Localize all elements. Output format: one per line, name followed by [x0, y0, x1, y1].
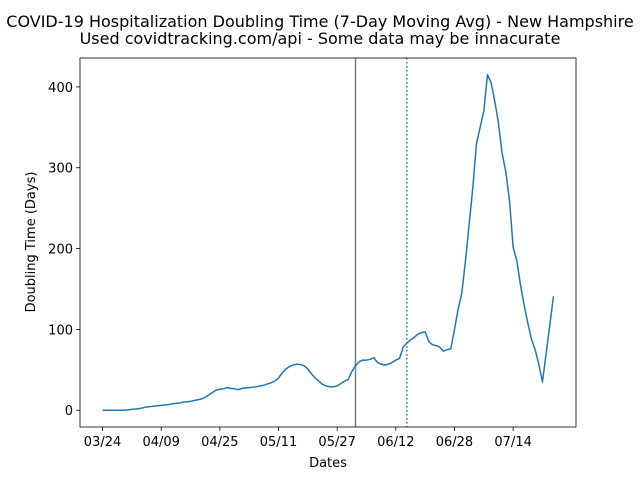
data-line — [102, 74, 555, 411]
x-tick-label: 03/24 — [84, 435, 121, 450]
x-tick-label: 07/14 — [494, 435, 531, 450]
y-tick-label: 300 — [48, 162, 73, 177]
plot-frame — [79, 57, 577, 428]
x-axis-label: Dates — [309, 456, 347, 471]
chart-subtitle: Used covidtracking.com/api - Some data m… — [80, 29, 561, 48]
y-tick-label: 400 — [48, 81, 73, 96]
x-tick-label: 05/27 — [318, 435, 355, 450]
x-tick-label: 04/25 — [201, 435, 238, 450]
x-tick-label: 06/28 — [436, 435, 473, 450]
y-tick-label: 100 — [48, 323, 73, 338]
x-tick-label: 06/12 — [377, 435, 414, 450]
x-tick-label: 04/09 — [142, 435, 179, 450]
y-tick-label: 0 — [65, 404, 73, 419]
chart-title: COVID-19 Hospitalization Doubling Time (… — [6, 12, 633, 31]
x-tick-label: 05/11 — [260, 435, 297, 450]
y-axis-label: Doubling Time (Days) — [24, 172, 39, 313]
y-tick-label: 200 — [48, 243, 73, 258]
